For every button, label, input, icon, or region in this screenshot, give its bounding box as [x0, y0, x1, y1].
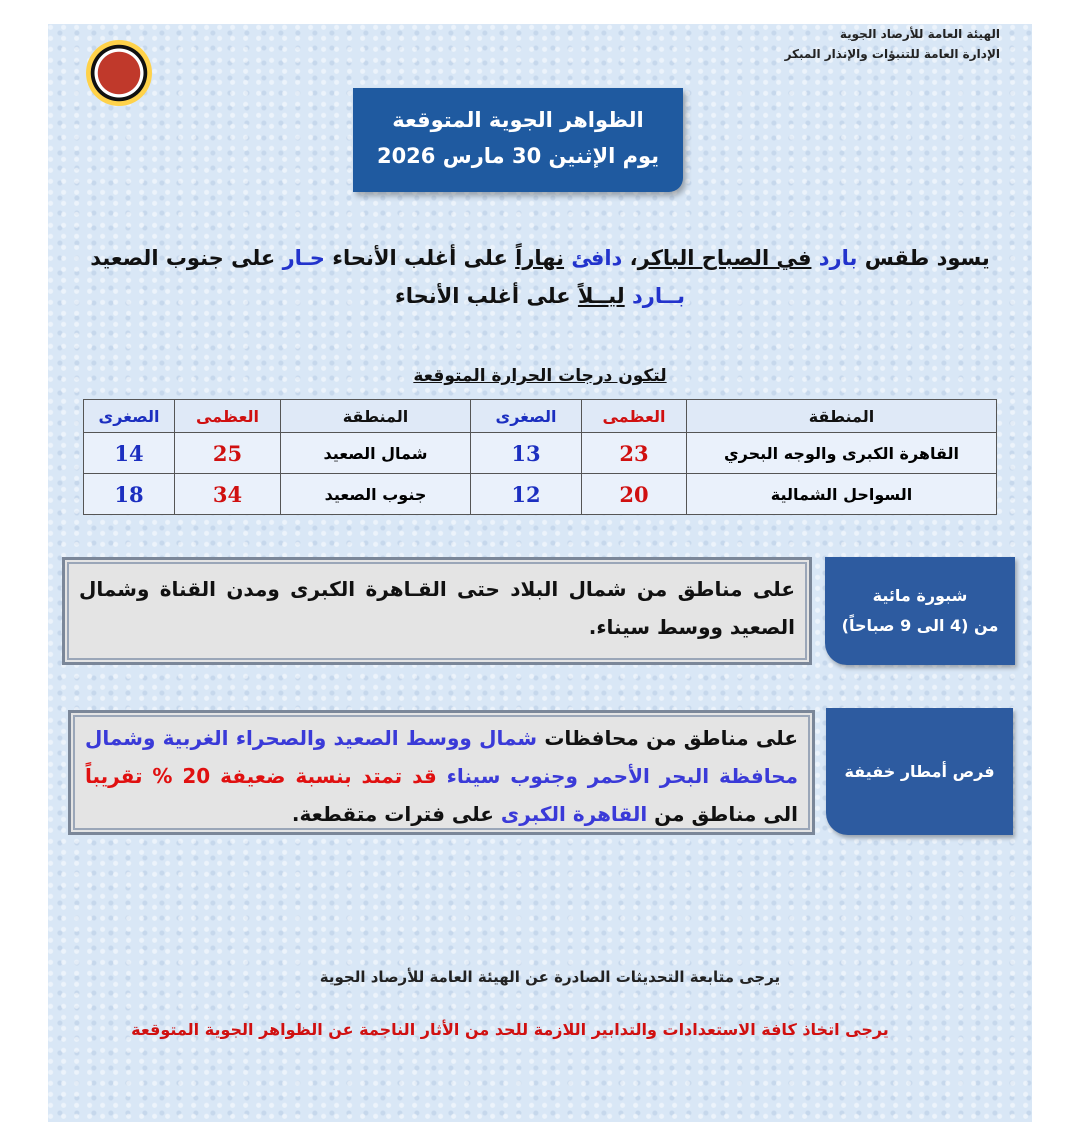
- table-row: القاهرة الكبرى والوجه البحري 23 13 شمال …: [83, 432, 997, 474]
- text: نهاراً: [515, 246, 565, 270]
- summary-line-1: يسود طقس بارد في الصباح الباكر، دافئ نها…: [90, 246, 990, 270]
- min-cell: 12: [470, 473, 582, 515]
- table-title: لتكون درجات الحرارة المتوقعة: [413, 366, 667, 386]
- header-min: الصغرى: [83, 399, 175, 433]
- header-max: العظمى: [174, 399, 281, 433]
- text: الى مناطق من: [647, 802, 798, 826]
- region-cell: جنوب الصعيد: [280, 473, 471, 515]
- ema-logo: [86, 40, 152, 106]
- header-region: المنطقة: [686, 399, 997, 433]
- text: على أغلب الأنحاء: [324, 246, 516, 270]
- forecast-date: يوم الإثنين 30 مارس 2026: [376, 144, 660, 168]
- temperature-table: المنطقة العظمى الصغرى المنطقة العظمى الص…: [83, 399, 997, 515]
- text: [811, 246, 818, 270]
- text: القاهرة الكبرى: [500, 802, 648, 826]
- label-text: فرص أمطار خفيفة: [844, 761, 995, 781]
- text: قد تمتد بنسبة ضعيفة 20 % تقريباً: [85, 764, 447, 788]
- header-max: العظمى: [581, 399, 687, 433]
- rain-description: على مناطق من محافظات شمال ووسط الصعيد وا…: [68, 710, 815, 835]
- text: في الصباح الباكر: [637, 246, 812, 270]
- text: ،: [622, 246, 638, 270]
- summary-line-2: بــارد ليــلاً على أغلب الأنحاء: [90, 284, 990, 308]
- organization-header: الهيئة العامة للأرصاد الجوية الإدارة الع…: [785, 24, 1000, 64]
- text: ليــلاً: [577, 284, 625, 308]
- region-cell: شمال الصعيد: [280, 432, 471, 474]
- text: دافئ: [571, 246, 623, 270]
- min-cell: 18: [83, 473, 175, 515]
- min-cell: 14: [83, 432, 175, 474]
- title-box: الظواهر الجوية المتوقعة يوم الإثنين 30 م…: [353, 88, 683, 192]
- header-min: الصغرى: [470, 399, 582, 433]
- max-cell: 34: [174, 473, 281, 515]
- footer-note: يرجى متابعة التحديثات الصادرة عن الهيئة …: [319, 968, 781, 986]
- region-cell: القاهرة الكبرى والوجه البحري: [686, 432, 997, 474]
- fog-label: شبورة مائية من (4 الى 9 صباحاً): [825, 557, 1015, 665]
- page-title: الظواهر الجوية المتوقعة: [392, 108, 644, 132]
- text: [625, 284, 632, 308]
- org-department: الإدارة العامة للتنبؤات والإنذار المبكر: [784, 47, 1000, 61]
- fog-description: على مناطق من شمال البلاد حتى القـاهرة ال…: [62, 557, 812, 665]
- label-text: شبورة مائية: [872, 586, 968, 605]
- region-cell: السواحل الشمالية: [686, 473, 997, 515]
- header-region: المنطقة: [280, 399, 471, 433]
- text: على أغلب الأنحاء: [395, 284, 578, 308]
- org-name: الهيئة العامة للأرصاد الجوية: [839, 27, 1000, 41]
- max-cell: 20: [581, 473, 687, 515]
- rain-label: فرص أمطار خفيفة: [826, 708, 1013, 835]
- text: بــارد: [632, 284, 685, 308]
- text: شمال ووسط الصعيد والصحراء الغربية وشمال …: [85, 726, 799, 788]
- table-header: المنطقة العظمى الصغرى المنطقة العظمى الص…: [83, 399, 997, 433]
- min-cell: 13: [470, 432, 582, 474]
- text: حـار: [282, 246, 325, 270]
- table-row: السواحل الشمالية 20 12 جنوب الصعيد 34 18: [83, 473, 997, 515]
- text: على جنوب الصعيد: [90, 246, 283, 270]
- footer-warning: يرجى اتخاذ كافة الاستعدادات والتدابير ال…: [131, 1020, 889, 1039]
- text: على مناطق من محافظات: [537, 726, 798, 750]
- text: يسود طقس: [857, 246, 990, 270]
- text: بارد: [818, 246, 858, 270]
- max-cell: 25: [174, 432, 281, 474]
- max-cell: 23: [581, 432, 687, 474]
- label-time: من (4 الى 9 صباحاً): [841, 616, 999, 635]
- text: على فترات متقطعة.: [291, 802, 501, 826]
